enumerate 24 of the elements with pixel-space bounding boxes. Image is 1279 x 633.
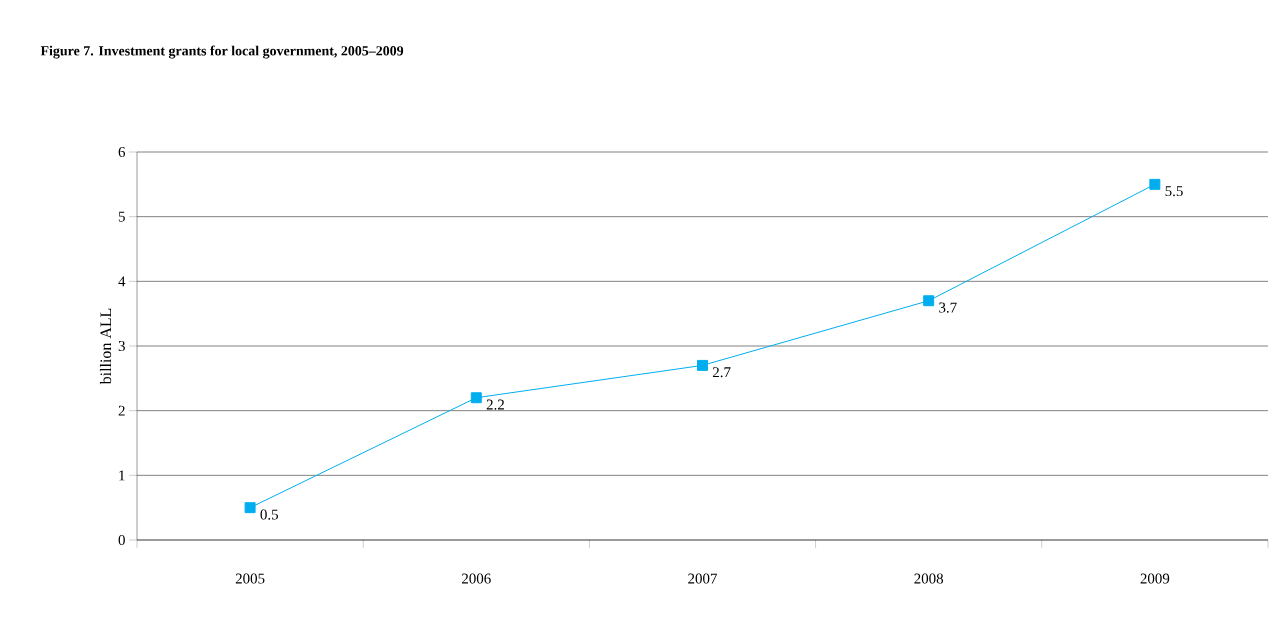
data-label: 5.5 [1165, 186, 1183, 197]
y-tick-label: 6 [118, 146, 126, 158]
y-tick-label: 3 [118, 340, 125, 352]
data-label: 3.7 [939, 302, 957, 313]
x-tick-label: 2006 [462, 573, 491, 584]
y-axis-title: billion ALL [99, 308, 112, 385]
y-tick-label: 4 [118, 276, 126, 287]
x-tick-label: 2007 [688, 573, 717, 584]
point [470, 392, 482, 404]
data-label: 2.7 [712, 367, 731, 378]
x-tick-label: 2005 [235, 573, 265, 584]
point [697, 359, 708, 371]
y-tick-label: 5 [118, 211, 125, 222]
x-tick-label: 2009 [1140, 573, 1170, 584]
data-label: 0.5 [260, 509, 279, 520]
x-tick-label: 2008 [914, 573, 944, 584]
data-label: 2.2 [486, 399, 504, 410]
chart-title: Figure 7. Investment grants for local government, 2005–2009 [40, 45, 404, 59]
y-tick-label: 1 [119, 470, 125, 481]
y-tick-label: 2 [118, 405, 125, 416]
y-tick-label: 0 [118, 534, 125, 546]
point [923, 295, 935, 307]
point [1149, 178, 1161, 190]
point [244, 502, 256, 514]
